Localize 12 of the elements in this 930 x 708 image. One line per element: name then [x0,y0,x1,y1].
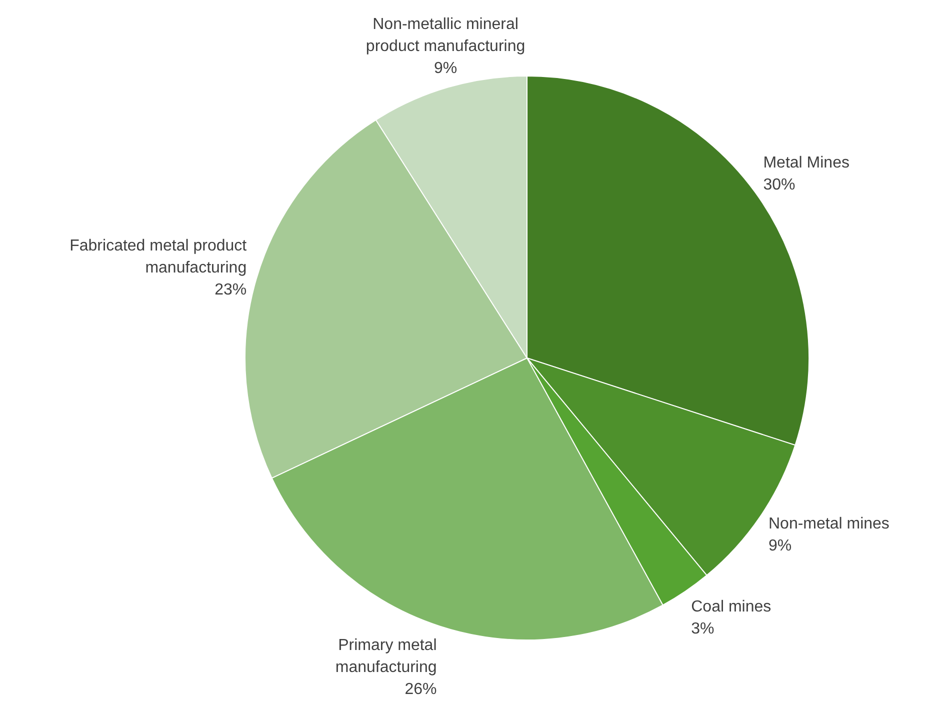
data-label: 9% [768,537,792,554]
data-label: 9% [434,60,458,77]
slice-label: Non-metal mines [768,515,890,532]
slice-label: Non-metallic mineral product manufacturing [366,16,526,55]
data-label: 30% [763,176,796,194]
slice-label: Primary metal manufacturing [335,637,437,676]
data-label: 26% [404,681,437,698]
slice-label: Coal mines [691,598,772,616]
data-label: 23% [214,281,247,298]
slice-label: Metal Mines [763,154,850,172]
data-label: 3% [691,620,714,638]
slice-label: Fabricated metal product manufacturing [70,237,248,276]
